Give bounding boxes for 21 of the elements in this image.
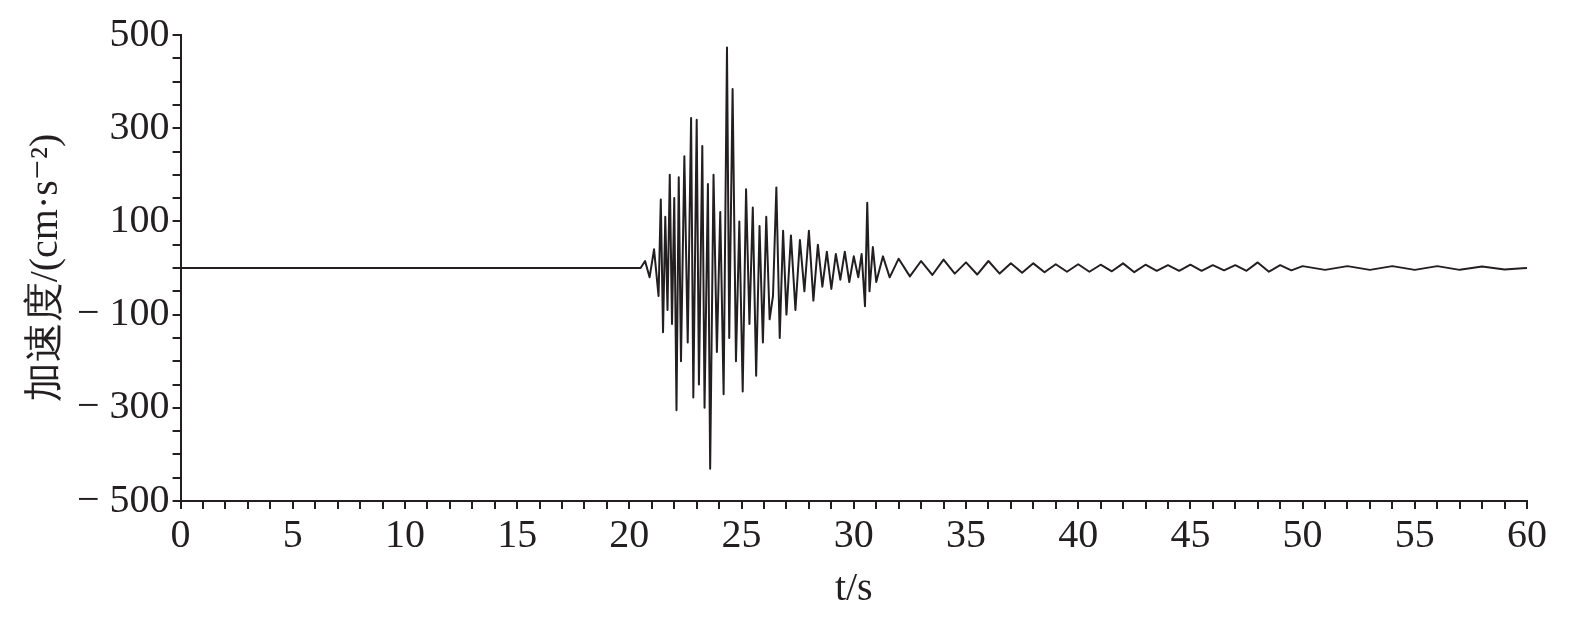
x-tick-label: 10 (384, 510, 425, 556)
x-tick-label: 55 (1394, 510, 1435, 556)
y-tick-label: − 500 (77, 475, 170, 521)
x-tick-label: 35 (945, 510, 986, 556)
y-tick-label: 100 (109, 195, 170, 241)
y-tick-label: − 300 (77, 382, 170, 428)
x-tick-label: 25 (721, 510, 762, 556)
x-tick-label: 20 (609, 510, 650, 556)
y-tick-label: − 100 (77, 289, 170, 335)
x-tick-label: 5 (282, 510, 303, 556)
x-tick-label: 45 (1170, 510, 1211, 556)
x-tick-label: 15 (497, 510, 538, 556)
y-tick-label: 500 (109, 9, 170, 55)
x-tick-label: 30 (833, 510, 874, 556)
x-axis-title: t/s (834, 563, 873, 609)
x-tick-label: 60 (1507, 510, 1547, 556)
x-tick-label: 40 (1058, 510, 1099, 556)
y-axis-title: 加速度/(cm·s⁻²) (20, 133, 66, 403)
y-tick-label: 300 (109, 102, 170, 148)
x-tick-label: 50 (1282, 510, 1323, 556)
x-tick-label: 0 (170, 510, 191, 556)
